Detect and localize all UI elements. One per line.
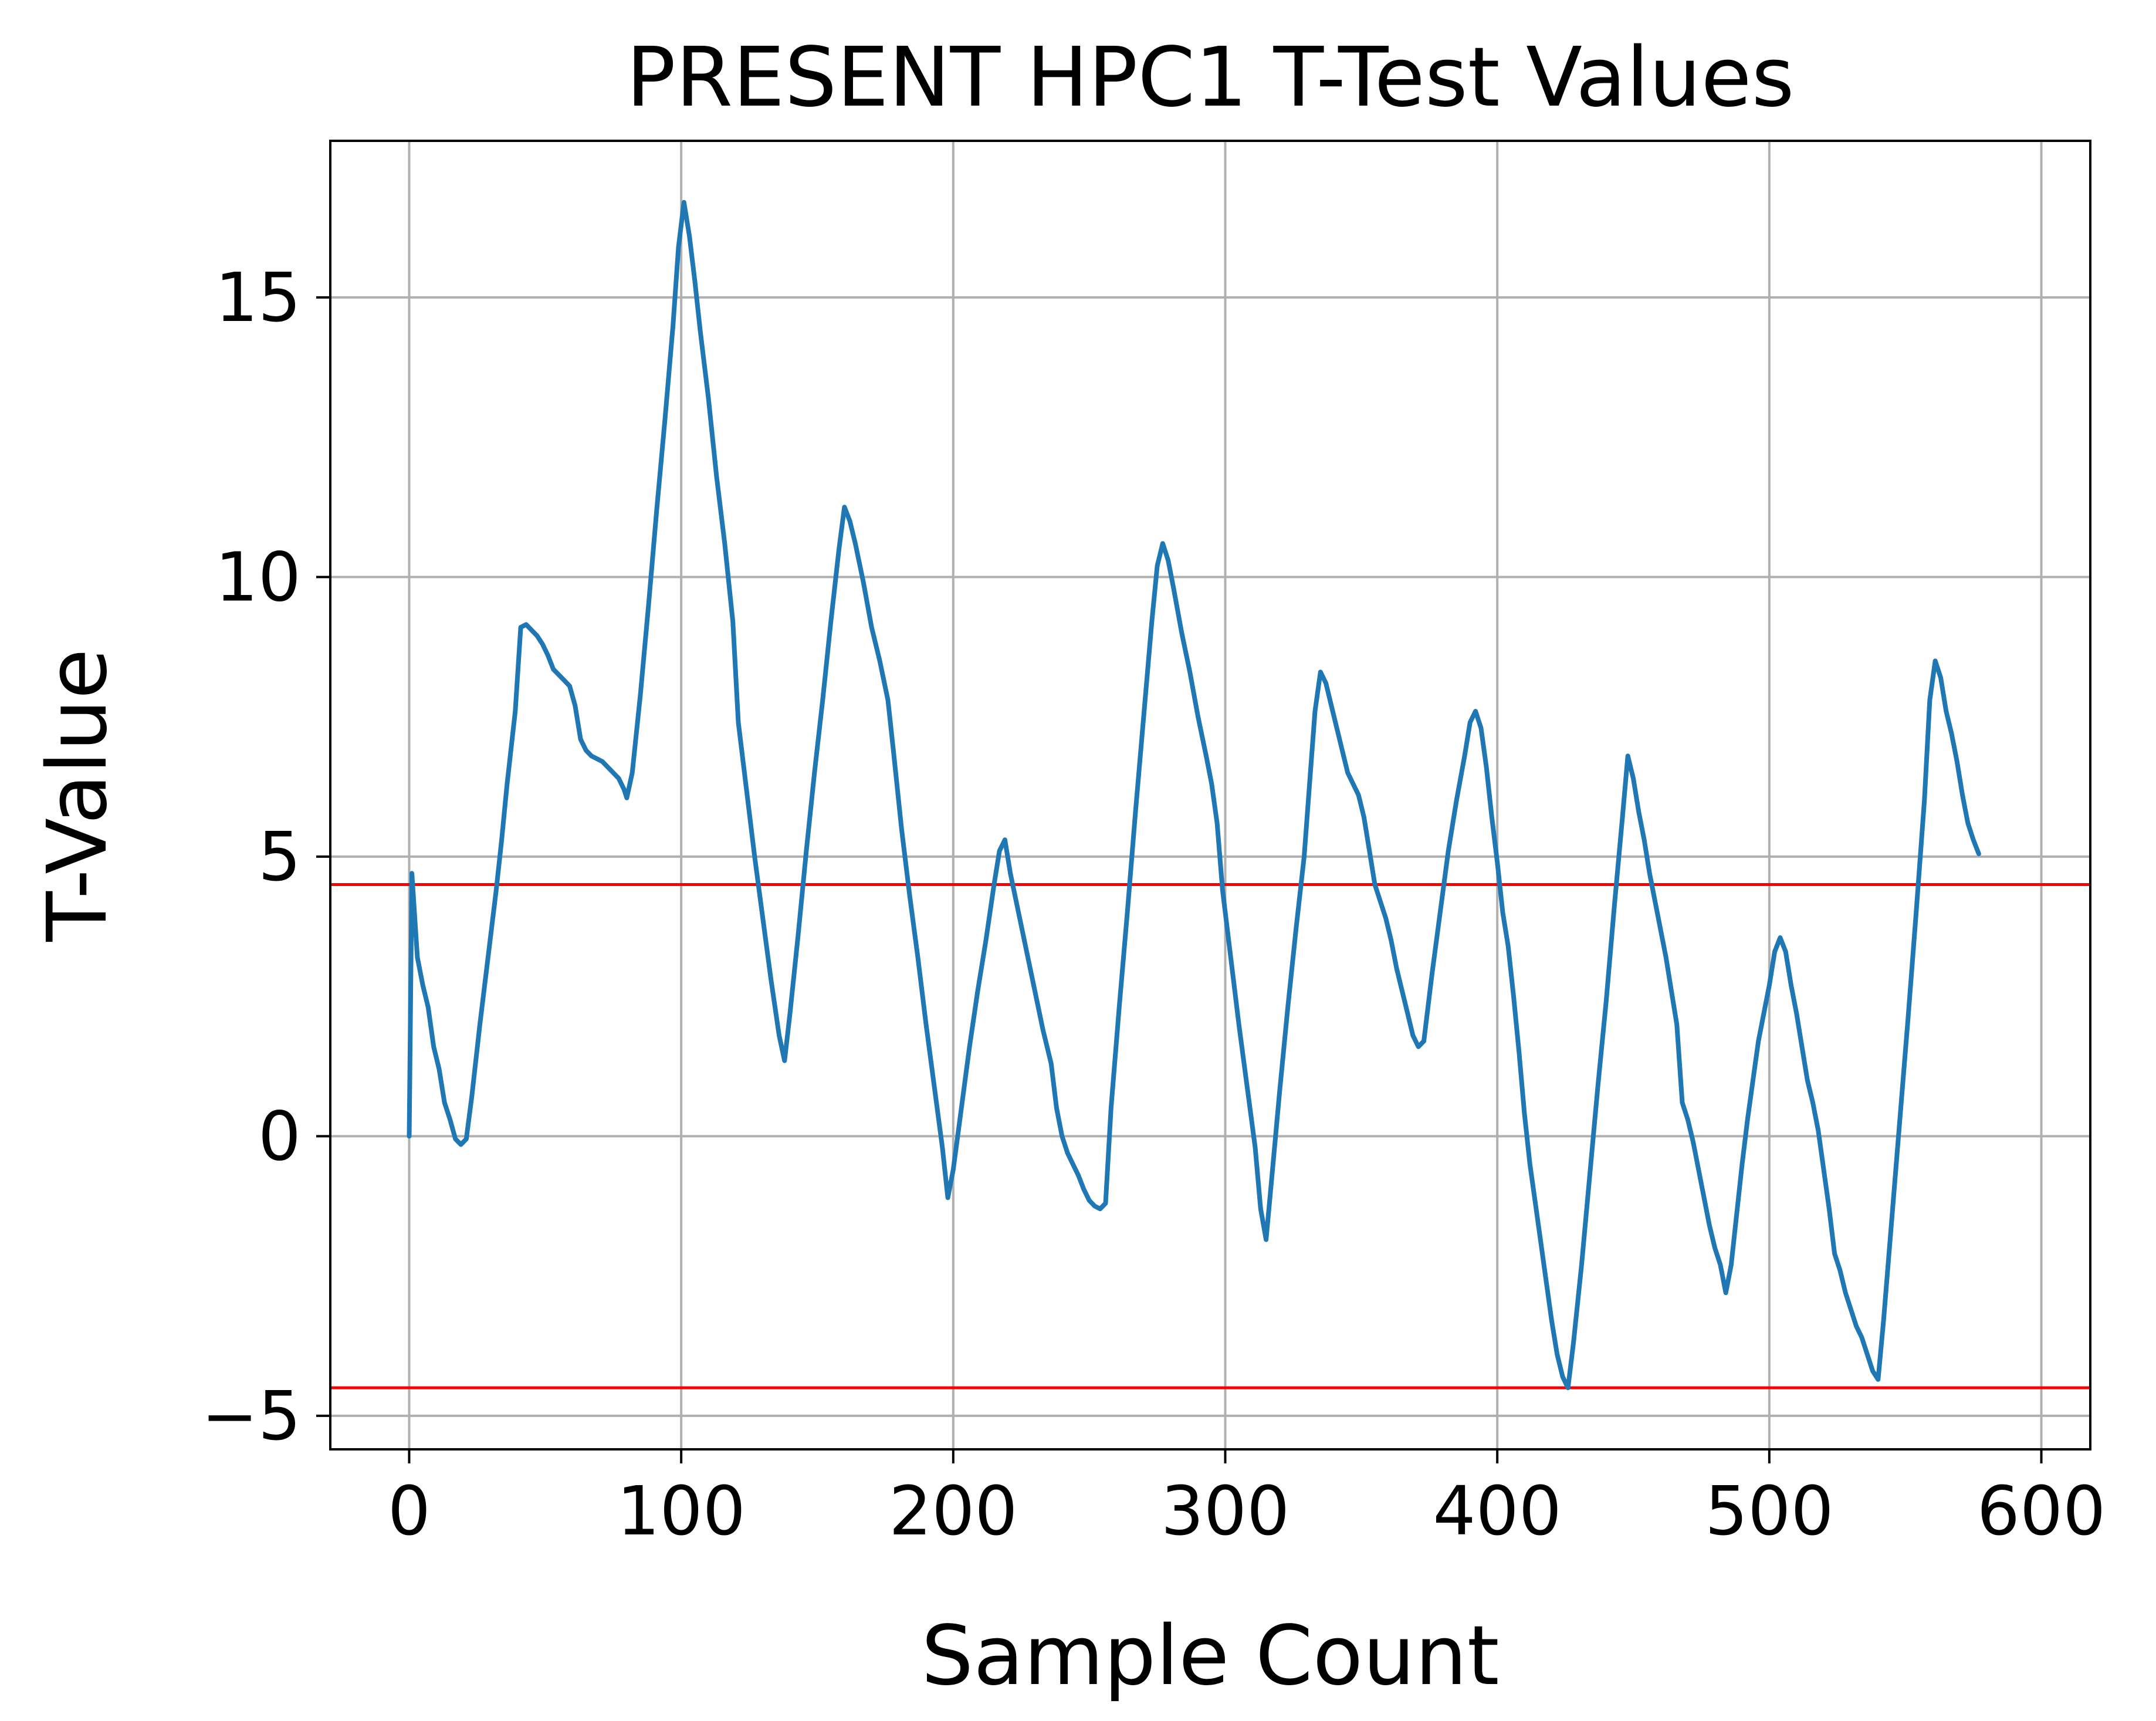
x-tick-label: 300 <box>1161 1472 1290 1551</box>
y-tick-label: 5 <box>258 818 301 897</box>
axis-ticks: 0 100 200 300 400 500 600 −5 0 5 10 15 <box>201 259 2106 1551</box>
x-tick-label: 400 <box>1433 1472 1562 1551</box>
y-tick-label: 15 <box>215 259 301 337</box>
series-layer <box>407 200 1981 1391</box>
x-axis-title: Sample Count <box>921 1608 1499 1704</box>
grid <box>330 141 2090 1449</box>
y-tick-label: −5 <box>201 1377 301 1456</box>
series-line <box>407 200 1981 1391</box>
plot-frame <box>329 140 2091 1450</box>
chart-title: PRESENT HPC1 T-Test Values <box>626 30 1794 126</box>
y-tick-label: 10 <box>215 538 301 617</box>
x-tick-label: 500 <box>1705 1472 1834 1551</box>
x-tick-label: 0 <box>388 1472 431 1551</box>
x-tick-label: 200 <box>889 1472 1018 1551</box>
x-tick-label: 100 <box>617 1472 746 1551</box>
y-tick-label: 0 <box>258 1097 301 1176</box>
y-axis-title: T-Value <box>30 648 126 942</box>
x-tick-label: 600 <box>1977 1472 2106 1551</box>
threshold-lines <box>330 883 2090 1389</box>
